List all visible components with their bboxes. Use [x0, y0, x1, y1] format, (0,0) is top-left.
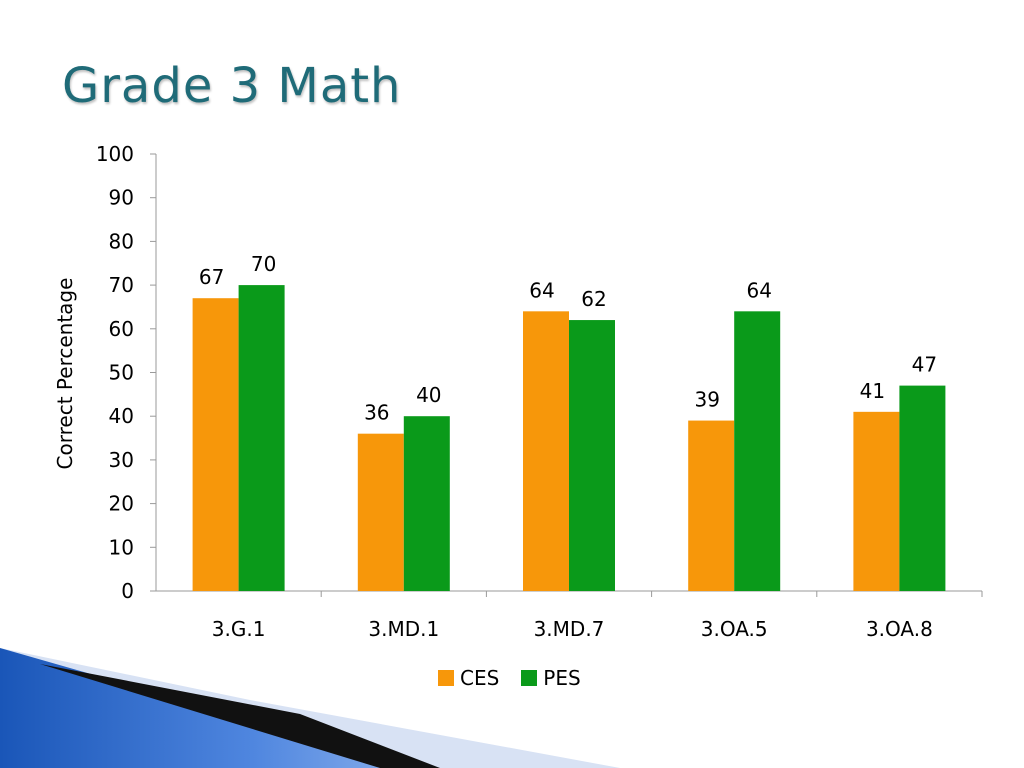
bar-ces: [523, 311, 569, 591]
y-tick-label: 20: [109, 492, 134, 516]
legend-label-pes: PES: [543, 666, 581, 690]
data-label-ces: 39: [694, 388, 719, 412]
bar-pes: [734, 311, 781, 591]
chart-legend: CES PES: [438, 666, 581, 690]
x-tick-label: 3.MD.7: [534, 617, 605, 641]
legend-swatch-pes: [521, 670, 538, 686]
data-label-pes: 64: [746, 278, 771, 302]
data-label-ces: 64: [529, 278, 554, 302]
bar-pes: [899, 385, 946, 591]
bar-pes: [403, 416, 450, 591]
x-tick-label: 3.OA.8: [866, 617, 933, 641]
data-label-pes: 47: [912, 353, 937, 377]
y-tick-label: 30: [109, 448, 134, 472]
data-label-pes: 40: [416, 383, 441, 407]
data-label-pes: 70: [251, 252, 276, 276]
legend-item-ces: CES: [438, 666, 499, 690]
y-tick-label: 100: [96, 142, 134, 166]
y-tick-label: 10: [109, 535, 134, 559]
y-axis-title: Correct Percentage: [53, 278, 77, 470]
bar-pes: [569, 320, 615, 591]
x-tick-label: 3.OA.5: [701, 617, 768, 641]
y-tick-label: 90: [109, 186, 134, 210]
data-label-ces: 67: [199, 265, 224, 289]
x-tick-label: 3.MD.1: [368, 617, 439, 641]
legend-item-pes: PES: [521, 666, 581, 690]
x-tick-label: 3.G.1: [212, 617, 266, 641]
bar-ces: [853, 411, 900, 591]
data-label-ces: 36: [364, 401, 389, 425]
legend-label-ces: CES: [460, 666, 500, 690]
slide-title: Grade 3 Math: [62, 58, 402, 114]
bar-ces: [192, 298, 239, 591]
bar-ces: [688, 420, 735, 591]
y-tick-label: 50: [109, 361, 134, 385]
y-tick-label: 60: [109, 317, 134, 341]
bar-pes: [238, 285, 285, 591]
data-label-ces: 41: [860, 379, 885, 403]
bar-ces: [357, 433, 404, 591]
legend-swatch-ces: [438, 670, 454, 686]
y-tick-label: 70: [109, 273, 134, 297]
decor-dark-stripe: [40, 664, 440, 768]
y-tick-label: 80: [109, 229, 134, 253]
data-label-pes: 62: [581, 287, 606, 311]
y-tick-label: 0: [121, 579, 134, 603]
y-tick-label: 40: [109, 404, 134, 428]
